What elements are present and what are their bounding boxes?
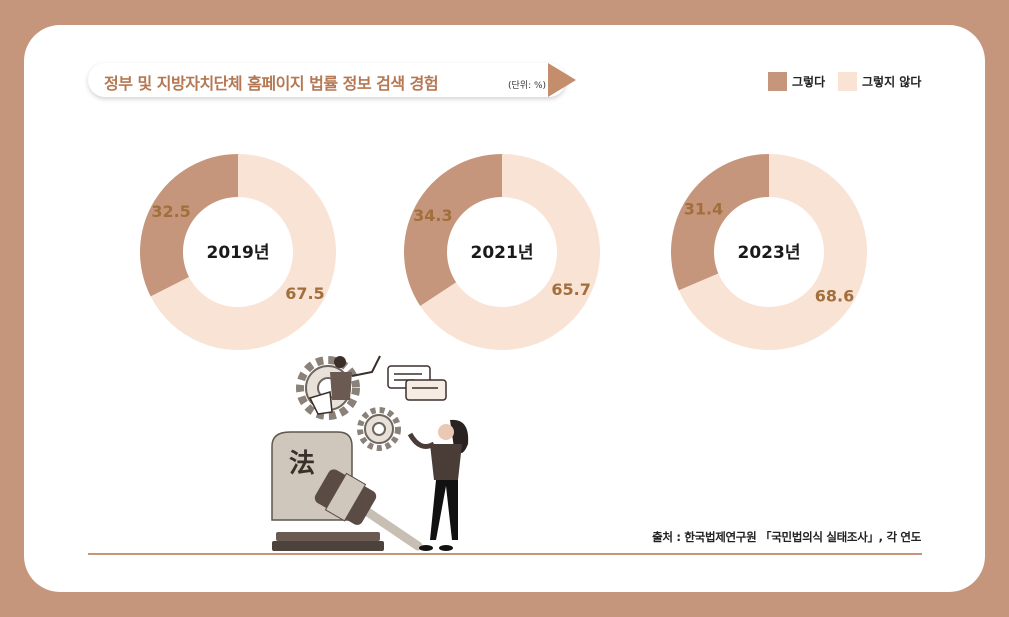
legend-swatch-no [838,72,857,91]
donut-slice-yes-1 [404,153,502,307]
value-label-yes-2: 31.4 [684,200,723,219]
value-label-yes-0: 32.5 [151,202,190,221]
value-label-no-1: 65.7 [551,280,590,299]
value-label-no-2: 68.6 [815,286,854,305]
source-note: 출처 : 한국법제연구원 「국민법의식 실태조사」, 각 연도 [652,530,921,544]
chart-title: 정부 및 지방자치단체 홈페이지 법률 정보 검색 경험 [104,74,439,93]
legend-swatch-yes [768,72,787,91]
year-label-0: 2019년 [207,243,270,263]
title-pill [88,63,566,97]
baseline-divider [88,553,922,555]
unit-label: (단위: %) [508,81,547,91]
value-label-yes-1: 34.3 [413,206,452,225]
donut-slice-yes-0 [140,154,238,297]
legend-item-yes: 그렇다 [768,72,825,91]
year-label-2: 2023년 [738,243,801,263]
small-gear-icon [357,407,401,451]
person-on-gear-icon [308,355,381,415]
title-arrow-icon [548,63,576,97]
law-illustration: 法 [271,355,469,551]
donut-slice-no-0 [150,154,336,350]
gavel-icon [272,469,423,551]
year-label-1: 2021년 [471,243,534,263]
donut-slice-yes-2 [671,154,769,291]
donut-slice-no-1 [420,154,600,350]
speech-bubble-icon [387,365,447,401]
donut-slice-no-2 [678,154,867,350]
legend-label-yes: 그렇다 [792,75,826,89]
value-label-no-0: 67.5 [285,284,324,303]
woman-figure-icon [407,419,469,551]
tablet-character: 法 [289,449,315,479]
legend-item-no: 그렇지 않다 [838,72,921,91]
legend-label-no: 그렇지 않다 [862,75,922,89]
